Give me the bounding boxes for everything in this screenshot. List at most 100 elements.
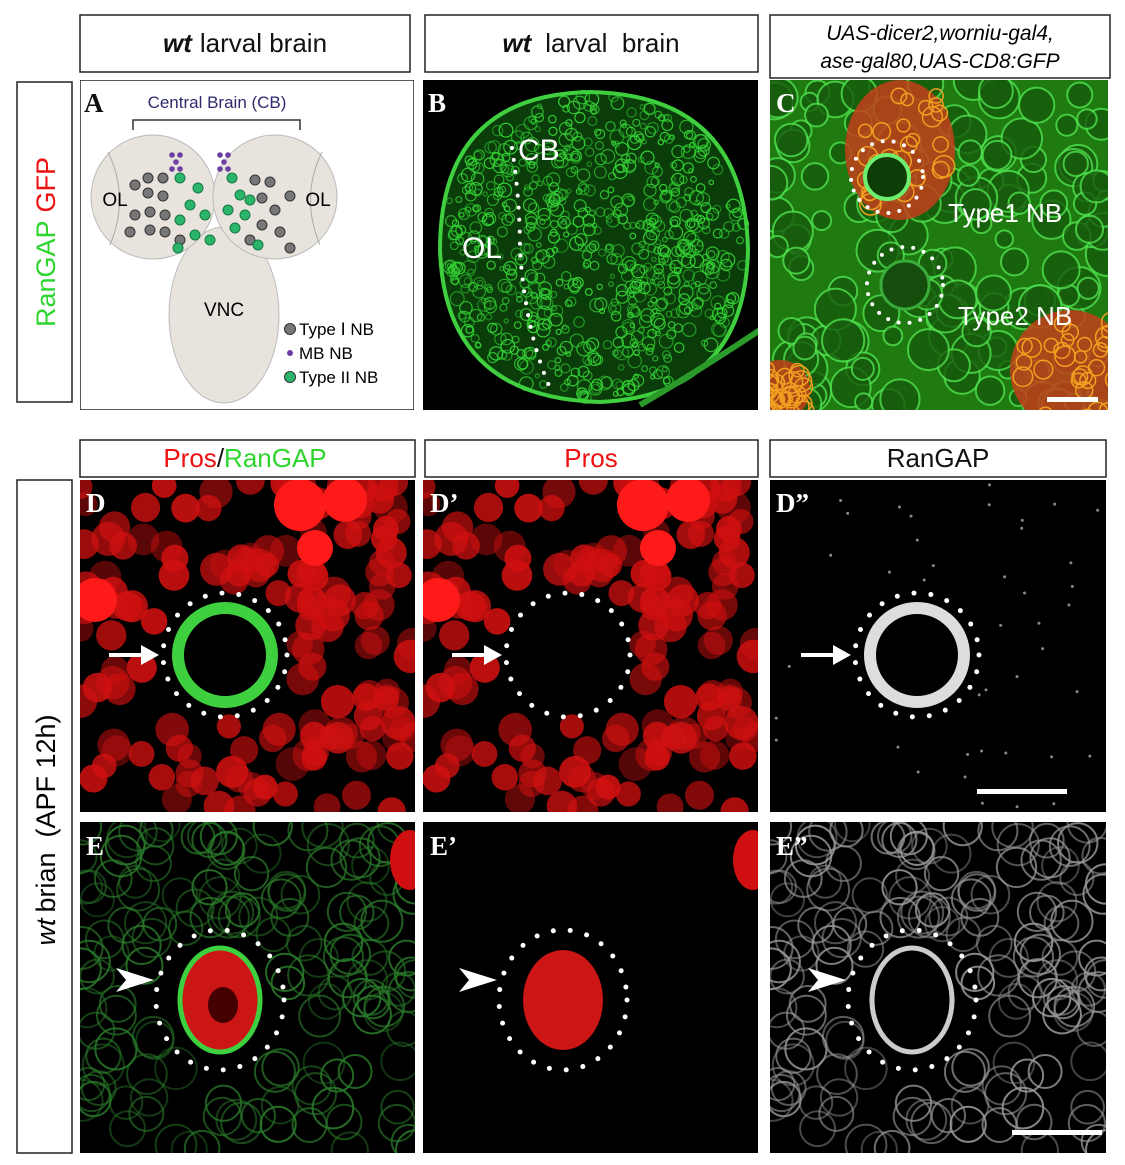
cell	[664, 229, 674, 240]
cell	[599, 308, 606, 314]
type2-cell	[204, 234, 216, 246]
cell	[175, 888, 215, 928]
cell	[489, 322, 503, 336]
cell	[501, 201, 508, 208]
cell	[455, 196, 463, 204]
pros-cell	[470, 523, 503, 556]
cell	[467, 268, 475, 277]
cell	[617, 213, 628, 225]
pros-cell	[423, 492, 441, 517]
cell	[703, 337, 719, 353]
cell	[607, 301, 622, 316]
mb-cell	[169, 166, 175, 172]
cell	[668, 181, 681, 194]
cell	[564, 144, 571, 152]
pros-cell	[732, 716, 758, 742]
bracket	[132, 119, 301, 130]
cell	[548, 182, 560, 193]
speckle	[1003, 575, 1007, 579]
gfp-cell	[1012, 366, 1034, 388]
cell	[643, 183, 657, 198]
cell	[661, 189, 668, 196]
cell	[879, 378, 921, 410]
cell	[690, 282, 697, 289]
cell	[957, 870, 996, 910]
header: Pros	[564, 443, 617, 473]
cell	[500, 338, 516, 354]
type1-cell	[142, 172, 154, 184]
genotype: wt	[31, 917, 61, 945]
cell	[641, 365, 649, 373]
cell	[663, 376, 671, 385]
cell	[527, 282, 543, 298]
outline	[496, 927, 630, 1073]
cell	[633, 349, 640, 356]
cell	[534, 272, 546, 284]
gfp-cell	[770, 362, 775, 376]
gfp-cell	[770, 382, 781, 405]
cell	[785, 994, 827, 1036]
cell	[610, 311, 622, 322]
cell	[468, 160, 481, 173]
type2-cell	[222, 204, 234, 216]
cell	[529, 181, 538, 190]
cell	[80, 822, 103, 846]
cell	[505, 173, 515, 182]
cell	[844, 1123, 888, 1153]
pros-cell	[493, 530, 526, 563]
cell	[630, 330, 644, 344]
cell	[661, 236, 668, 243]
cell	[483, 157, 496, 170]
cell	[821, 1015, 865, 1059]
cell	[612, 390, 619, 397]
cell	[650, 307, 661, 318]
cell	[576, 387, 586, 397]
cell	[702, 262, 715, 276]
gfp-cell	[921, 106, 944, 128]
type1-cell	[129, 179, 141, 191]
pros-cell	[216, 714, 241, 739]
pros-cell	[374, 678, 401, 705]
type1-cell	[256, 192, 268, 204]
pros-cell	[151, 480, 177, 498]
mb-cell	[217, 166, 223, 172]
pros-cell	[471, 741, 498, 767]
cell	[608, 91, 619, 103]
cell	[572, 276, 584, 289]
cell	[98, 984, 137, 1023]
cell	[209, 830, 245, 866]
speckle	[774, 738, 778, 742]
cell	[270, 965, 306, 1001]
cell	[534, 112, 545, 123]
cell	[622, 321, 636, 335]
cell	[210, 890, 255, 935]
cell	[539, 218, 546, 225]
cell	[586, 243, 597, 254]
pros-cell	[82, 672, 113, 703]
side-label: RanGAP GFP	[31, 157, 61, 327]
cell	[394, 863, 415, 905]
cell	[559, 220, 568, 229]
cell	[198, 876, 242, 920]
panel-d-prime	[423, 480, 758, 812]
cell	[631, 374, 645, 387]
cell	[639, 122, 647, 130]
type2-cell	[252, 239, 264, 251]
pros-cell	[585, 559, 613, 588]
cell	[390, 1123, 415, 1153]
cell	[626, 303, 640, 316]
header-text: larval brain	[545, 28, 679, 58]
side-text: brian (APF 12h)	[31, 714, 61, 912]
type2-cell	[184, 199, 196, 211]
cell	[943, 1050, 987, 1093]
cell	[473, 149, 485, 161]
cell	[681, 322, 697, 337]
cell	[981, 139, 1013, 171]
cell	[595, 129, 606, 140]
cell	[596, 283, 603, 291]
cell	[486, 181, 496, 191]
cell	[1016, 891, 1057, 932]
pros-cell	[699, 740, 730, 771]
pros-cell	[542, 480, 576, 509]
pros-cell	[676, 520, 706, 549]
